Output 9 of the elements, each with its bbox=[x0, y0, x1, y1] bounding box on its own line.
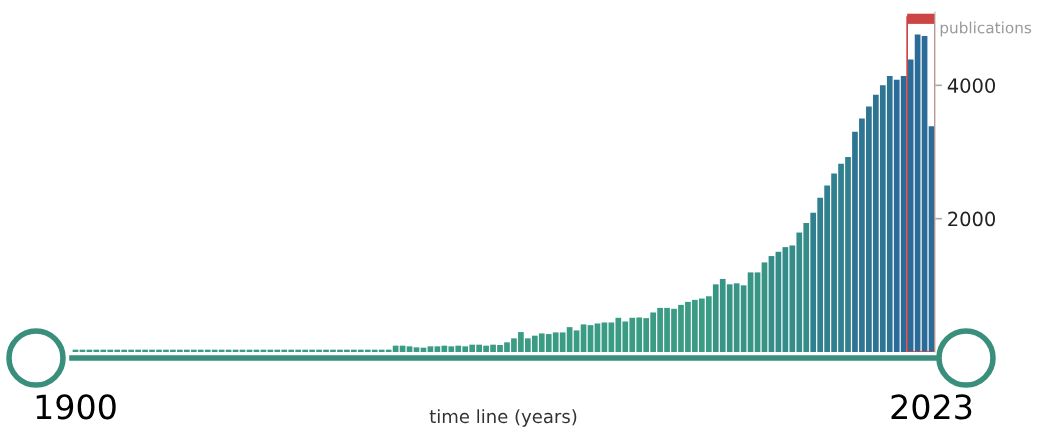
y-tick-label: 4000 bbox=[947, 78, 995, 93]
bar bbox=[413, 347, 420, 352]
bar bbox=[427, 346, 434, 352]
x-tick-label: 2023 bbox=[891, 394, 972, 420]
x-tick-label: 1900 bbox=[36, 394, 116, 420]
bar bbox=[406, 346, 413, 352]
y-tick-label: 2000 bbox=[948, 211, 995, 227]
y-axis-title: publications bbox=[940, 21, 1032, 37]
x-axis-title: time line (years) bbox=[429, 409, 577, 427]
